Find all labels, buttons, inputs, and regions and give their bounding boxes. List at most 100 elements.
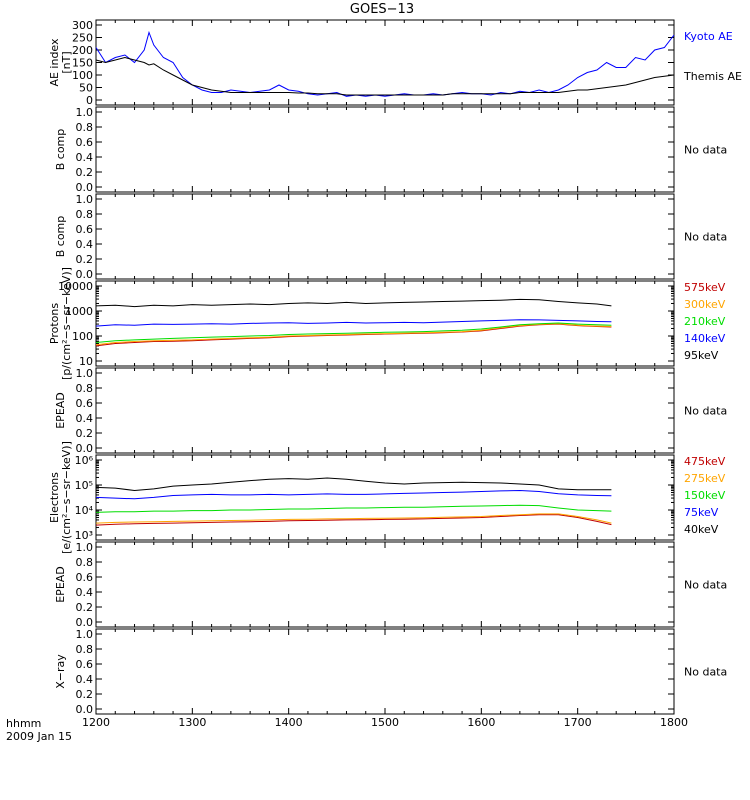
legend-label: 575keV [684,281,726,294]
y-tick-label: 0.2 [76,253,94,266]
panel-frame [95,19,675,106]
y-axis-label: Protons [48,303,61,344]
y-tick-label: 0.2 [76,688,94,701]
y-tick-label: 1.0 [76,193,94,206]
y-tick-label: 1.0 [76,541,94,554]
x-tick-label: 1700 [564,716,592,729]
series-line-40kev [95,477,612,492]
y-tick-label: 0.6 [76,571,94,584]
y-tick-label: 200 [72,44,93,57]
y-tick-label: 300 [72,19,93,32]
panel-7: 0.0 0.2 0.4 0.6 0.8 1.0 EPEAD No data [54,541,727,629]
series-line-210kev [95,322,612,343]
x-tick-label: 1200 [82,716,110,729]
y-axis-label: [nT] [60,51,73,73]
x-tick-label: 1400 [275,716,303,729]
panel-5: 0.0 0.2 0.4 0.6 0.8 1.0 EPEAD No data [54,367,727,455]
x-tick-label: 1600 [467,716,495,729]
y-tick-label: 10000 [58,280,93,293]
y-tick-label: 10⁴ [75,504,94,517]
y-axis-label: B comp [54,129,67,171]
panel-4: 10 100 1000 10000 Protons [p/(cm²−s−sr−keV)] 5… [48,267,726,380]
y-axis-label: AE index [48,38,61,87]
legend-label: 95keV [684,349,719,362]
no-data-label: No data [684,144,727,157]
series-line-kyoto-ae [95,30,675,97]
series-line-150kev [95,504,612,513]
legend-label: 210keV [684,315,726,328]
x-tick-label: 1300 [178,716,206,729]
series-line-575kev [95,323,612,347]
y-tick-label: 0.6 [76,223,94,236]
y-tick-label: 10 [79,355,93,368]
y-tick-label: 10³ [75,529,93,542]
y-tick-label: 0.8 [76,643,94,656]
legend-label: 75keV [684,506,719,519]
y-tick-label: 0.0 [76,616,94,629]
no-data-label: No data [684,405,727,418]
y-tick-label: 150 [72,57,93,70]
panel-frame [95,193,675,280]
legend-label: 300keV [684,298,726,311]
y-tick-label: 0.0 [76,442,94,455]
y-axis-label: Electrons [48,472,61,523]
series-line-95kev [95,298,612,308]
series-line-475kev [95,514,612,526]
y-tick-label: 0.4 [76,151,94,164]
x-tick-label: 1500 [371,716,399,729]
legend-label: 40keV [684,523,719,536]
y-axis-label: EPEAD [54,566,67,603]
series-line-75kev [95,489,612,500]
y-tick-label: 0.6 [76,397,94,410]
y-tick-label: 250 [72,32,93,45]
y-tick-label: 0.6 [76,658,94,671]
y-tick-label: 0.4 [76,412,94,425]
no-data-label: No data [684,579,727,592]
panel-2: 0.0 0.2 0.4 0.6 0.8 1.0 B comp No data [54,106,727,194]
series-line-275kev [95,513,612,524]
y-tick-label: 100 [72,330,93,343]
panel-frame [95,106,675,193]
series-line-themis-ae [95,56,675,96]
legend-label: 150keV [684,489,726,502]
legend-label: 275keV [684,472,726,485]
no-data-label: No data [684,231,727,244]
legend-label: 140keV [684,332,726,345]
x-tick-label: 1800 [660,716,688,729]
legend-label: 475keV [684,455,726,468]
y-axis-label: [p/(cm²−s−sr−keV)] [60,267,73,380]
panel-6: 10³ 10⁴ 10⁵ 10⁶ Electrons [e/(cm²−s−sr−keV)] 4… [48,441,726,554]
y-tick-label: 0.8 [76,208,94,221]
y-tick-label: 0.4 [76,238,94,251]
y-axis-label: B comp [54,216,67,258]
figure-title: GOES−13 [350,2,414,17]
y-tick-label: 0.4 [76,586,94,599]
y-tick-label: 0.0 [76,703,94,716]
y-tick-label: 10⁵ [75,479,93,492]
y-tick-label: 0.0 [76,268,94,281]
y-tick-label: 0.6 [76,136,94,149]
series-line-300kev [95,323,612,346]
panel-frame [95,367,675,454]
y-tick-label: 1.0 [76,367,94,380]
y-tick-label: 1000 [65,305,93,318]
y-tick-label: 0.8 [76,121,94,134]
panel-frame [95,280,675,367]
legend-label: Kyoto AE [684,30,733,43]
legend-label: Themis AE [683,70,742,83]
panel-8: 0.0 0.2 0.4 0.6 0.8 1.0 X−ray No data [54,628,727,716]
panel-frame [95,454,675,541]
y-tick-label: 100 [72,69,93,82]
y-axis-label: X−ray [54,654,67,689]
panel-3: 0.0 0.2 0.4 0.6 0.8 1.0 B comp No data [54,193,727,281]
y-tick-label: 0.8 [76,382,94,395]
y-tick-label: 1.0 [76,628,94,641]
y-tick-label: 0.4 [76,673,94,686]
y-tick-label: 1.0 [76,106,94,119]
y-tick-label: 0.2 [76,427,94,440]
y-tick-label: 0.2 [76,601,94,614]
y-axis-label: EPEAD [54,392,67,429]
panel-frame [95,628,675,715]
